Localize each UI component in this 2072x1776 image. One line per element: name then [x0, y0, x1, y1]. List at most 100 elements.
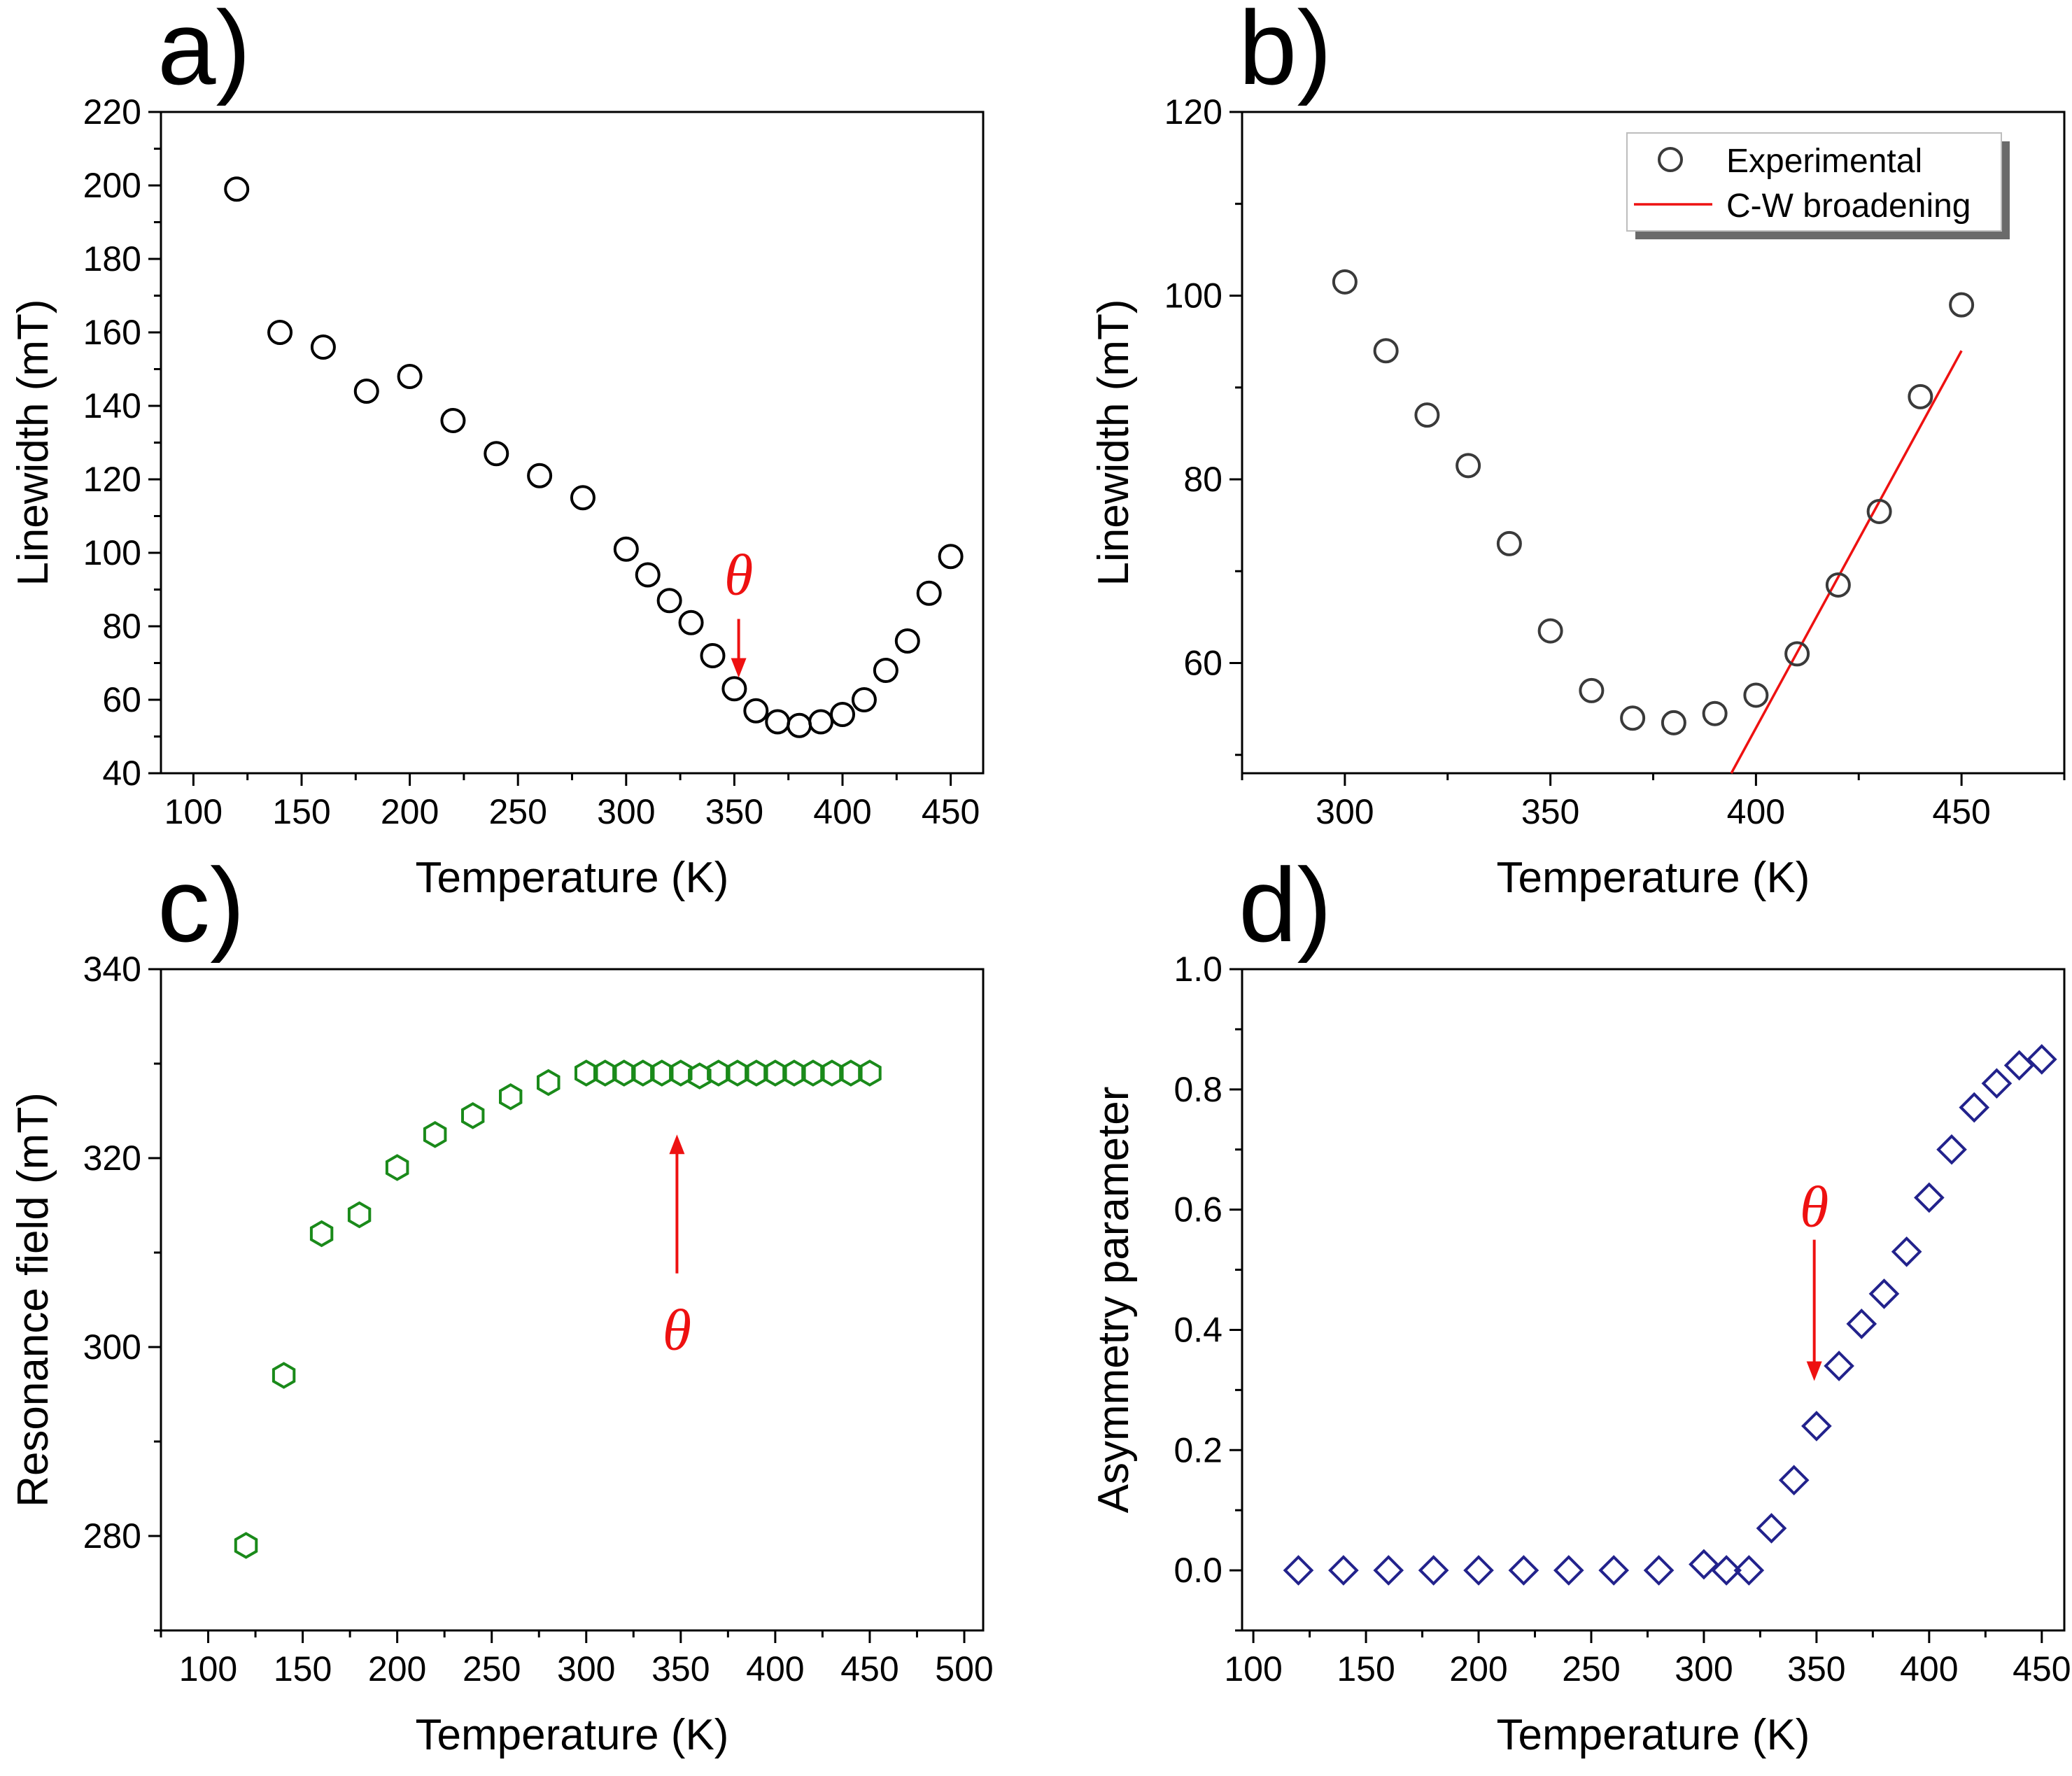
x-tick-label: 450	[1932, 792, 1990, 831]
y-tick-label: 200	[83, 166, 141, 205]
data-point	[1414, 402, 1440, 428]
data-point	[721, 676, 747, 702]
x-tick-label: 400	[746, 1649, 804, 1689]
x-tick-label: 200	[381, 792, 439, 831]
data-point	[570, 485, 595, 511]
x-tick-label: 450	[922, 792, 980, 831]
theta-annotation: θ	[663, 1298, 691, 1363]
data-point	[650, 1059, 674, 1087]
data-point	[1418, 1555, 1449, 1586]
arrow-head	[731, 658, 747, 678]
panel-label: c)	[157, 846, 245, 964]
y-axis-title: Resonance field (mT)	[9, 1092, 57, 1507]
data-point	[1643, 1555, 1675, 1586]
legend-box	[1626, 132, 2002, 232]
x-tick-label: 250	[463, 1649, 521, 1689]
data-point	[1914, 1182, 1945, 1213]
data-point	[1598, 1555, 1629, 1586]
legend-label-fit: C-W broadening	[1726, 188, 1971, 225]
theta-annotation: θ	[724, 543, 753, 608]
x-tick-label: 450	[2013, 1649, 2071, 1689]
chart-panel-c: c) 100 150 200 250 300 350 400 450 500 280 300 320 34…	[9, 846, 994, 1759]
data-point	[1825, 572, 1851, 598]
y-tick-label: 180	[83, 239, 141, 279]
data-point	[839, 1059, 863, 1087]
x-tick-label: 300	[1675, 1649, 1733, 1689]
x-tick-label: 250	[1562, 1649, 1620, 1689]
y-tick-label: 120	[1164, 92, 1222, 132]
data-point	[347, 1201, 372, 1229]
data-point	[1866, 498, 1892, 524]
x-tick-label: 500	[935, 1649, 993, 1689]
x-axis-title: Temperature (K)	[1497, 854, 1810, 902]
data-point	[1328, 1555, 1359, 1586]
y-axis-title: Linewidth (mT)	[1090, 299, 1138, 586]
x-tick-label: 100	[179, 1649, 237, 1689]
x-tick-label: 250	[488, 792, 547, 831]
y-tick-label: 60	[1183, 644, 1222, 683]
y-tick-label: 60	[102, 680, 141, 719]
plot-frame	[160, 111, 985, 775]
data-point	[801, 1059, 825, 1087]
data-point	[782, 1059, 806, 1087]
x-tick-label: 300	[557, 1649, 615, 1689]
x-tick-label: 300	[1316, 792, 1374, 831]
y-tick-label: 160	[83, 313, 141, 352]
y-axis-title: Asymmetry parameter	[1090, 1087, 1138, 1514]
x-tick-label: 350	[1787, 1649, 1845, 1689]
data-point	[851, 687, 877, 712]
data-point	[858, 1059, 882, 1087]
data-point	[499, 1083, 523, 1111]
data-point	[820, 1059, 844, 1087]
data-point	[1496, 530, 1522, 556]
plot-frame	[160, 968, 985, 1632]
data-point	[1702, 700, 1728, 726]
y-tick-label: 80	[1183, 460, 1222, 499]
data-point	[612, 1059, 636, 1087]
data-point	[527, 463, 553, 488]
data-point	[700, 643, 726, 668]
data-point	[678, 609, 704, 635]
y-tick-label: 80	[102, 607, 141, 646]
y-tick-label: 40	[102, 754, 141, 793]
data-point	[635, 562, 661, 588]
data-point	[2026, 1044, 2057, 1075]
x-tick-label: 200	[1449, 1649, 1507, 1689]
x-tick-label: 400	[1727, 792, 1785, 831]
data-point	[310, 334, 336, 360]
x-tick-label: 200	[368, 1649, 426, 1689]
y-tick-label: 120	[83, 460, 141, 499]
x-tick-label: 400	[1900, 1649, 1958, 1689]
data-point	[1463, 1555, 1494, 1586]
data-point	[1661, 710, 1686, 735]
data-point	[423, 1120, 447, 1148]
y-tick-label: 140	[83, 386, 141, 425]
x-tick-label: 350	[651, 1649, 710, 1689]
data-point	[1553, 1555, 1584, 1586]
data-point	[1959, 1092, 1990, 1123]
x-tick-label: 150	[272, 792, 330, 831]
data-point	[1908, 383, 1933, 409]
chart-panel-d: d) 100 150 200 250 300 350 400 450 0.0 0.2 0.4 0.6 0.…	[1090, 846, 2071, 1759]
data-point	[1846, 1309, 1877, 1339]
data-point	[1949, 292, 1975, 318]
data-point	[385, 1154, 409, 1181]
data-point	[1756, 1513, 1787, 1544]
data-point	[484, 441, 509, 467]
data-point	[1868, 1278, 1900, 1309]
data-point	[688, 1062, 712, 1090]
data-point	[830, 702, 856, 727]
legend-marker-experimental	[1658, 147, 1683, 172]
data-point	[765, 709, 791, 735]
legend-label-experimental: Experimental	[1726, 143, 1922, 180]
data-point	[1711, 1555, 1742, 1586]
data-point	[1332, 269, 1358, 295]
y-tick-label: 300	[83, 1327, 141, 1367]
y-tick-label: 280	[83, 1516, 141, 1556]
data-point	[309, 1220, 334, 1248]
x-tick-label: 150	[1337, 1649, 1395, 1689]
y-axis-title: Linewidth (mT)	[9, 299, 57, 586]
data-point	[1981, 1068, 2013, 1099]
data-point	[440, 408, 466, 433]
